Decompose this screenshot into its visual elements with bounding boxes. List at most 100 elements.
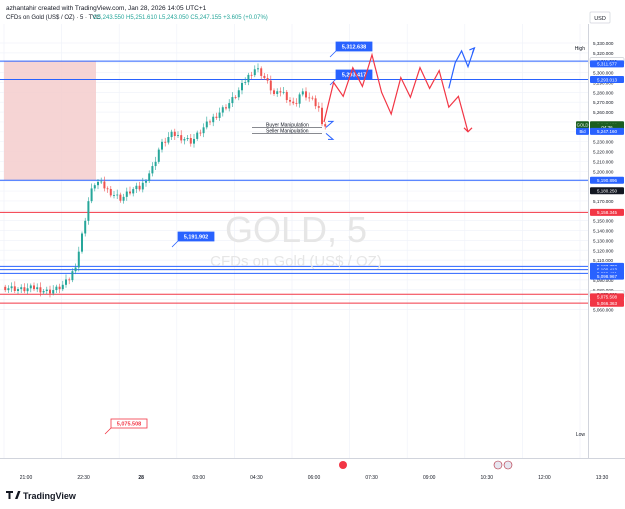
price-tick-label: 5,080.000 <box>593 288 614 293</box>
candle-body <box>135 185 138 190</box>
price-tick-label: 5,300.000 <box>593 71 614 76</box>
price-tick-label: 5,150.000 <box>593 219 614 224</box>
candle-body <box>308 97 311 99</box>
candle-body <box>20 287 23 290</box>
price-badges: 5,311.5805,311.5775,293.0135,248.450Ask5… <box>576 57 625 307</box>
candle-body <box>186 137 189 140</box>
brand-name: TradingView <box>23 491 77 501</box>
time-tick-label: 12:00 <box>538 475 551 481</box>
candle-body <box>87 201 90 221</box>
time-tick-label: 06:00 <box>308 475 321 481</box>
tradingview-logo: TradingView <box>6 491 77 501</box>
price-tick-label: 5,140.000 <box>593 229 614 234</box>
time-tick-label: 09:00 <box>423 475 436 481</box>
projection-path <box>323 46 476 133</box>
annotation-text: Seller Manipulation <box>266 128 309 134</box>
candle-body <box>199 132 202 134</box>
candle-body <box>218 112 221 118</box>
candle-body <box>276 91 279 94</box>
level-price-tag <box>335 41 373 52</box>
candle-body <box>49 289 51 294</box>
candle-body <box>61 284 64 290</box>
candle-body <box>253 69 256 76</box>
candle-body <box>215 116 218 118</box>
candle-body <box>17 289 19 291</box>
candle-body <box>103 181 106 189</box>
price-badge-text: 5,075.508 <box>597 295 618 300</box>
time-tick-label: 10:30 <box>481 475 494 481</box>
candle-body <box>228 103 231 109</box>
candle-body <box>263 75 266 79</box>
price-badge-text: 5,190.896 <box>597 178 618 183</box>
candle-body <box>154 161 157 167</box>
candle-body <box>116 194 119 196</box>
candle-body <box>52 290 55 294</box>
candle-body <box>42 291 45 293</box>
level-price-tag-text: 5,075.508 <box>117 422 141 428</box>
level-price-tag-text: 5,293.417 <box>342 73 366 79</box>
candle-body <box>68 279 71 281</box>
price-tick-label: 5,130.000 <box>593 238 614 243</box>
candle-body <box>193 138 195 144</box>
candle-body <box>244 82 247 83</box>
candle-body <box>295 103 298 105</box>
price-tick-label: 5,110.000 <box>593 258 614 263</box>
candle-body <box>55 286 58 291</box>
price-badge <box>590 272 624 280</box>
time-tick-label: 04:30 <box>250 475 263 481</box>
currency-label: USD <box>594 16 606 22</box>
annotation-arrow <box>325 132 335 140</box>
candle-body <box>81 233 83 252</box>
time-tick-label: 22:30 <box>77 475 90 481</box>
price-tick-label: 5,270.000 <box>593 100 614 105</box>
level-price-tag-pointer <box>329 50 337 58</box>
price-badge-text: 5,247.160 <box>597 129 618 134</box>
candle-body <box>237 90 240 98</box>
candle-body <box>183 139 186 141</box>
price-tick-label: 5,200.000 <box>593 169 614 174</box>
candle-body <box>173 131 176 137</box>
price-tick-label: 5,280.000 <box>593 90 614 95</box>
candle-body <box>122 196 125 201</box>
low-label: Low <box>576 432 586 438</box>
candle-body <box>45 289 48 292</box>
level-price-tag-pointer <box>104 427 112 435</box>
candle-body <box>260 68 263 76</box>
candle-body <box>100 181 103 183</box>
candle-body <box>225 107 227 109</box>
candle-body <box>125 191 128 197</box>
currency-button[interactable] <box>589 11 611 24</box>
price-tick-label: 5,230.000 <box>593 140 614 145</box>
candle-body <box>71 271 74 281</box>
level-price-tag-pointer <box>329 78 337 86</box>
price-badge-text: 5,098.967 <box>597 274 618 279</box>
candle-body <box>129 191 131 194</box>
grid <box>0 24 588 458</box>
price-badge <box>590 208 624 216</box>
price-tick-label: 5,260.000 <box>593 110 614 115</box>
candle-body <box>250 74 253 76</box>
level-price-tag <box>177 231 215 242</box>
economic-event-icon[interactable] <box>339 461 347 469</box>
price-badge-text: 5,293.013 <box>597 77 618 82</box>
candle-body <box>170 131 173 138</box>
candle-body <box>266 78 269 81</box>
level-price-tag-text: 5,191.902 <box>184 235 208 241</box>
candle-body <box>221 107 224 113</box>
candle-body <box>90 188 93 202</box>
price-badge-text: 5,158.345 <box>597 210 618 215</box>
time-tick-label: 28 <box>138 475 144 481</box>
us-flag-icon[interactable] <box>503 460 513 470</box>
level-price-tag-text: 5,312.638 <box>342 45 366 51</box>
us-flag-icon[interactable] <box>493 460 503 470</box>
candle-body <box>202 127 205 134</box>
candle-body <box>285 91 288 101</box>
candle-body <box>177 135 179 137</box>
projection-arrowhead <box>463 127 473 133</box>
projection-up-arrowhead <box>469 46 476 54</box>
candle-body <box>196 132 199 139</box>
price-tick-label: 5,170.000 <box>593 199 614 204</box>
